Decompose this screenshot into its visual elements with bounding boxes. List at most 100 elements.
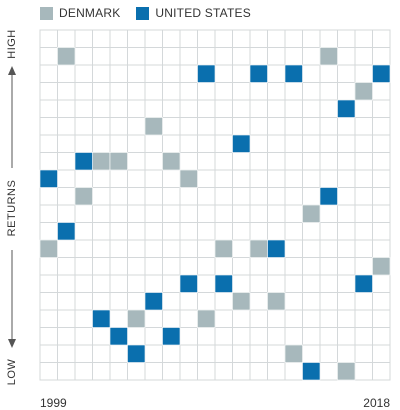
grid-cell [57,82,76,101]
mark-united-states-2006 [162,327,181,346]
grid-cell [372,82,391,101]
grid-cell [109,29,128,48]
grid-cell [302,344,321,363]
grid-cell [162,169,181,188]
mark-united-states-2013 [284,64,303,83]
grid-cell [284,239,303,258]
mark-denmark-2003 [109,152,128,171]
mark-united-states-2018 [372,64,391,83]
grid-cell [284,117,303,136]
grid-cell [302,292,321,311]
grid-cell [179,99,198,118]
grid-cell [302,134,321,153]
grid-cell [319,169,338,188]
grid-cell [74,239,93,258]
grid-cell [267,204,286,223]
x-label-start-year: 1999 [40,396,67,410]
grid-cell [354,187,373,206]
grid-cell [214,117,233,136]
grid-cell [162,222,181,241]
grid-cell [337,239,356,258]
grid-cell [92,187,111,206]
grid-cell [39,327,58,346]
grid-cell [214,47,233,66]
grid-cell [127,239,146,258]
grid-cell [39,222,58,241]
grid-cell [232,29,251,48]
grid-cell [284,292,303,311]
grid-cell [92,82,111,101]
grid-cell [179,344,198,363]
mark-united-states-2009 [214,274,233,293]
grid-cell [179,309,198,328]
grid-cell [337,117,356,136]
grid-cell [144,82,163,101]
grid-cell [179,82,198,101]
grid-cell [179,292,198,311]
grid-cell [74,169,93,188]
grid-cell [337,257,356,276]
grid-cell [232,99,251,118]
mark-denmark-2015 [319,47,338,66]
mark-united-states-2005 [144,292,163,311]
grid-cell [127,99,146,118]
grid-cell [284,257,303,276]
grid-cell [109,134,128,153]
grid-cell [214,309,233,328]
grid-cell [284,169,303,188]
grid-cell [319,257,338,276]
grid-cell [74,344,93,363]
legend-label-united-states: UNITED STATES [155,6,251,20]
grid-cell [179,362,198,381]
legend: DENMARK UNITED STATES [40,4,251,22]
grid-cell [319,134,338,153]
grid-cell [39,292,58,311]
mark-united-states-2015 [319,187,338,206]
mark-denmark-2006 [162,152,181,171]
grid-cell [337,292,356,311]
grid-cell [319,117,338,136]
grid-cell [354,204,373,223]
grid-cell [197,362,216,381]
grid-cell [179,47,198,66]
grid-cell [372,274,391,293]
grid-cell [109,204,128,223]
grid-cell [372,327,391,346]
grid-cell [39,187,58,206]
grid-cell [302,82,321,101]
grid-cell [232,344,251,363]
grid-cell [92,134,111,153]
grid-cell [74,134,93,153]
grid-cell [162,99,181,118]
grid-cell [57,187,76,206]
grid-cell [57,99,76,118]
grid-cell [197,204,216,223]
grid-cell [249,99,268,118]
grid-cell [232,309,251,328]
grid-cell [57,239,76,258]
grid-cell [354,29,373,48]
mark-united-states-2011 [249,64,268,83]
grid-cell [197,222,216,241]
grid-cell [144,344,163,363]
grid-cell [249,82,268,101]
grid-cell [179,187,198,206]
mark-united-states-2004 [127,344,146,363]
grid-cell [92,257,111,276]
grid-cell [162,47,181,66]
grid-cell [127,82,146,101]
grid-cell [162,204,181,223]
grid-cell [249,292,268,311]
grid-cell [249,152,268,171]
grid-cell [127,134,146,153]
grid-cell [57,327,76,346]
grid-cell [284,309,303,328]
grid-cell [57,309,76,328]
mark-denmark-2002 [92,152,111,171]
grid-cell [249,169,268,188]
grid-cell [232,327,251,346]
grid-cell [144,274,163,293]
grid-cell [57,292,76,311]
grid-cell [197,292,216,311]
grid-cell [92,169,111,188]
